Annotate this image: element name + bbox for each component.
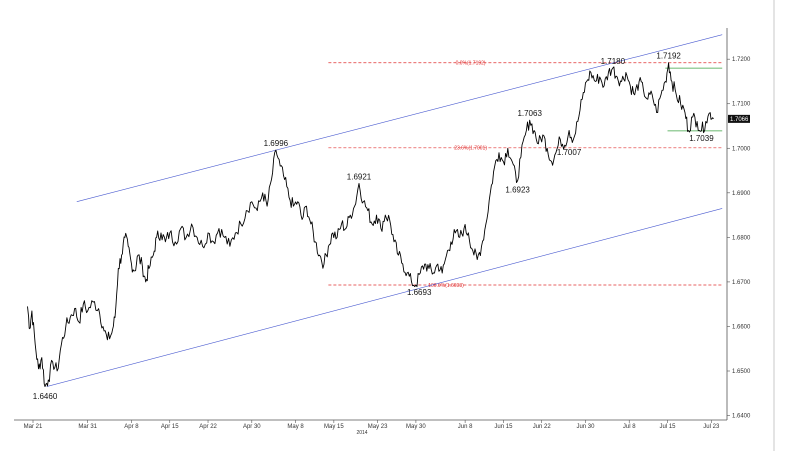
y-tick-label: 1.7200 [732, 57, 751, 63]
price-series [27, 62, 714, 388]
x-tick-label: May 23 [368, 424, 388, 430]
y-tick-label: 1.6600 [732, 324, 751, 330]
fib-23-6-level-label: 23.6%(1.7001) [454, 146, 487, 152]
y-tick-label: 1.6800 [732, 235, 751, 241]
price-annotation: 1.7192 [656, 52, 681, 61]
x-tick-label: Apr 15 [161, 424, 179, 430]
last-price-marker: 1.7066 [728, 114, 750, 123]
y-tick-label: 1.7100 [732, 102, 751, 108]
price-annotation: 1.7063 [517, 109, 542, 118]
channel-lines [46, 34, 723, 387]
level-lines: 0.0%(1.7192) 23.6%(1.7001) 100.0%(1.6693) [328, 61, 723, 289]
x-tick-label: Apr 8 [124, 424, 139, 430]
x-tick-label: Apr 30 [243, 424, 261, 430]
y-tick-label: 1.7000 [732, 146, 751, 152]
y-tick-label: 1.6400 [732, 414, 751, 420]
y-ticks: 1.6400 1.6500 1.6600 1.6700 1.6800 1.6900 1.70… [727, 57, 751, 420]
x-tick-label: Jul 23 [703, 424, 720, 430]
channel-lower [46, 208, 723, 387]
x-ticks: Mar 21 Mar 31 Apr 8 Apr 15 Apr 22 Apr 30 May 8… [24, 420, 720, 430]
x-tick-label: Mar 31 [78, 424, 97, 430]
fib-0-level-label: 0.0%(1.7192) [456, 61, 486, 67]
y-tick-label: 1.6500 [732, 369, 751, 375]
price-annotation: 1.6923 [505, 186, 530, 195]
price-annotation: 1.6693 [407, 288, 432, 297]
x-tick-label: Mar 21 [24, 424, 43, 430]
x-tick-label: Jun 22 [533, 424, 552, 430]
y-tick-label: 1.6900 [732, 191, 751, 197]
x-tick-label: Jun 30 [576, 424, 595, 430]
price-annotation: 1.6460 [33, 392, 58, 401]
price-annotation: 1.7039 [689, 134, 714, 143]
price-annotation: 1.7007 [557, 148, 582, 157]
channel-upper [76, 34, 723, 203]
x-tick-label: Jun 15 [494, 424, 513, 430]
axes: 2014 [14, 0, 775, 451]
y-tick-label: 1.6700 [732, 280, 751, 286]
x-tick-label: Jul 8 [623, 424, 636, 430]
price-annotation: 1.6996 [264, 139, 289, 148]
price-annotation: 1.7180 [601, 57, 626, 66]
price-line [27, 62, 714, 388]
x-tick-label: May 30 [406, 424, 426, 430]
x-axis-year-label: 2014 [356, 430, 367, 436]
x-tick-label: Jun 8 [458, 424, 473, 430]
x-tick-label: Jul 15 [660, 424, 677, 430]
last-price-box [728, 114, 750, 123]
fib-100-level-label: 100.0%(1.6693) [428, 283, 464, 289]
x-tick-label: Apr 22 [199, 424, 217, 430]
price-annotations: 1.6460 1.6996 1.6921 1.6693 1.7063 1.6923 1.70… [33, 52, 714, 401]
x-tick-label: May 8 [287, 424, 304, 430]
last-price-label: 1.7066 [730, 117, 749, 123]
x-tick-label: May 15 [324, 424, 344, 430]
price-annotation: 1.6921 [347, 172, 372, 181]
